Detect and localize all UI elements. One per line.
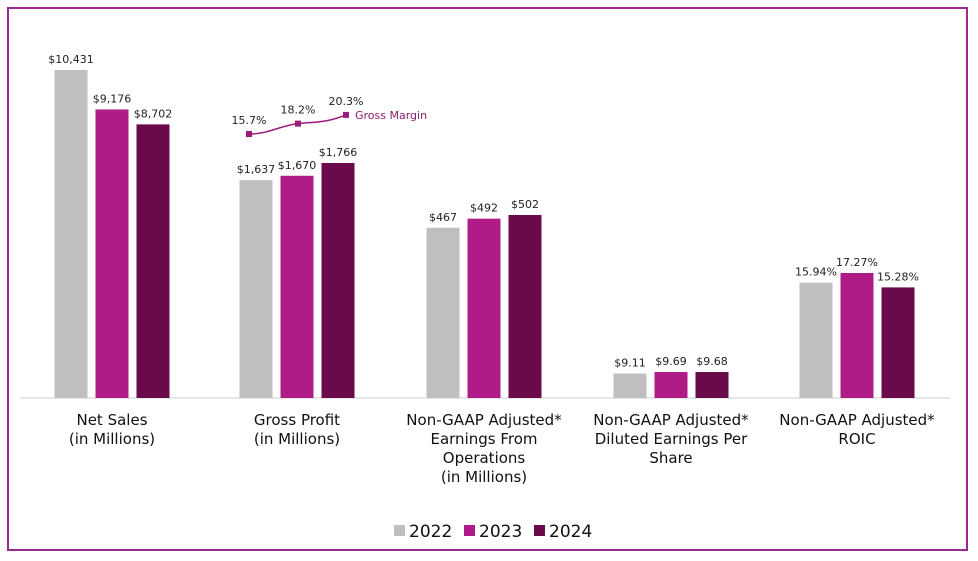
gross-margin-marker-3 <box>343 111 349 118</box>
bar-2023-cat5 <box>840 273 874 398</box>
legend-label-2023: 2023 <box>479 522 522 542</box>
category-label-5-line-1: Non-GAAP Adjusted* <box>779 411 935 429</box>
category-label-3-line-4: (in Millions) <box>441 468 527 486</box>
category-label-1-line-1: Net Sales <box>76 411 147 429</box>
category-label-2-line-1: Gross Profit <box>254 411 340 429</box>
data-label-2023-cat1: $9,176 <box>93 92 132 105</box>
data-label-2022-cat2: $1,637 <box>237 163 276 176</box>
gross-margin-label-3: 20.3% <box>329 95 364 108</box>
bar-2024-cat3 <box>508 215 542 398</box>
gross-margin-line-group: 15.7% 18.2% 20.3%Gross Margin <box>232 95 427 137</box>
data-label-2024-cat5: 15.28% <box>877 270 919 283</box>
bar-2023-cat3 <box>467 218 501 398</box>
gross-margin-marker-1 <box>246 131 252 137</box>
bar-2024-cat1 <box>136 124 170 398</box>
data-label-2022-cat4: $9.11 <box>614 357 646 370</box>
bar-2022-cat1 <box>54 70 88 398</box>
legend-swatch-2022 <box>394 525 405 536</box>
legend: 2022 2023 2024 <box>394 522 592 542</box>
data-label-2022-cat1: $10,431 <box>48 53 94 66</box>
bars-group: $10,431 $1,637 $467 $9.11 15.94% $9,176 $1,670… <box>48 53 919 399</box>
gross-margin-label-1: 15.7% <box>232 114 267 127</box>
category-label-4-line-3: Share <box>649 449 692 467</box>
bar-2024-cat5 <box>881 287 915 398</box>
category-label-2-line-2: (in Millions) <box>254 430 340 448</box>
gross-margin-marker-2 <box>295 120 301 127</box>
category-label-4-line-1: Non-GAAP Adjusted* <box>593 411 749 429</box>
bar-2022-cat2 <box>239 180 273 398</box>
category-label-5-line-2: ROIC <box>838 430 875 448</box>
data-label-2024-cat2: $1,766 <box>319 146 358 159</box>
bar-2023-cat4 <box>654 372 688 398</box>
bar-2022-cat3 <box>426 227 460 398</box>
gross-margin-label-2: 18.2% <box>281 104 316 117</box>
gross-margin-series-name: Gross Margin <box>355 109 427 122</box>
data-label-2023-cat3: $492 <box>470 202 498 215</box>
bar-2022-cat5 <box>799 282 833 398</box>
category-label-4-line-2: Diluted Earnings Per <box>595 430 748 448</box>
legend-swatch-2023 <box>464 525 475 536</box>
data-label-2024-cat4: $9.68 <box>696 355 728 368</box>
data-label-2023-cat4: $9.69 <box>655 355 687 368</box>
bar-2024-cat4 <box>695 372 729 398</box>
bar-2023-cat2 <box>280 175 314 398</box>
bar-2022-cat4 <box>613 373 647 398</box>
data-label-2022-cat3: $467 <box>429 211 457 224</box>
bar-2024-cat2 <box>321 163 355 398</box>
category-labels: Net Sales(in Millions)Gross Profit(in Mi… <box>69 411 935 486</box>
legend-swatch-2024 <box>534 525 545 536</box>
data-label-2022-cat5: 15.94% <box>795 266 837 279</box>
data-label-2023-cat5: 17.27% <box>836 256 878 269</box>
legend-label-2022: 2022 <box>409 522 452 542</box>
category-label-3-line-2: Earnings From <box>430 430 537 448</box>
legend-label-2024: 2024 <box>549 522 592 542</box>
category-label-1-line-2: (in Millions) <box>69 430 155 448</box>
data-label-2024-cat1: $8,702 <box>134 107 173 120</box>
category-label-3-line-3: Operations <box>443 449 526 467</box>
data-label-2023-cat2: $1,670 <box>278 159 317 172</box>
data-label-2024-cat3: $502 <box>511 198 539 211</box>
category-label-3-line-1: Non-GAAP Adjusted* <box>406 411 562 429</box>
bar-2023-cat1 <box>95 109 129 399</box>
